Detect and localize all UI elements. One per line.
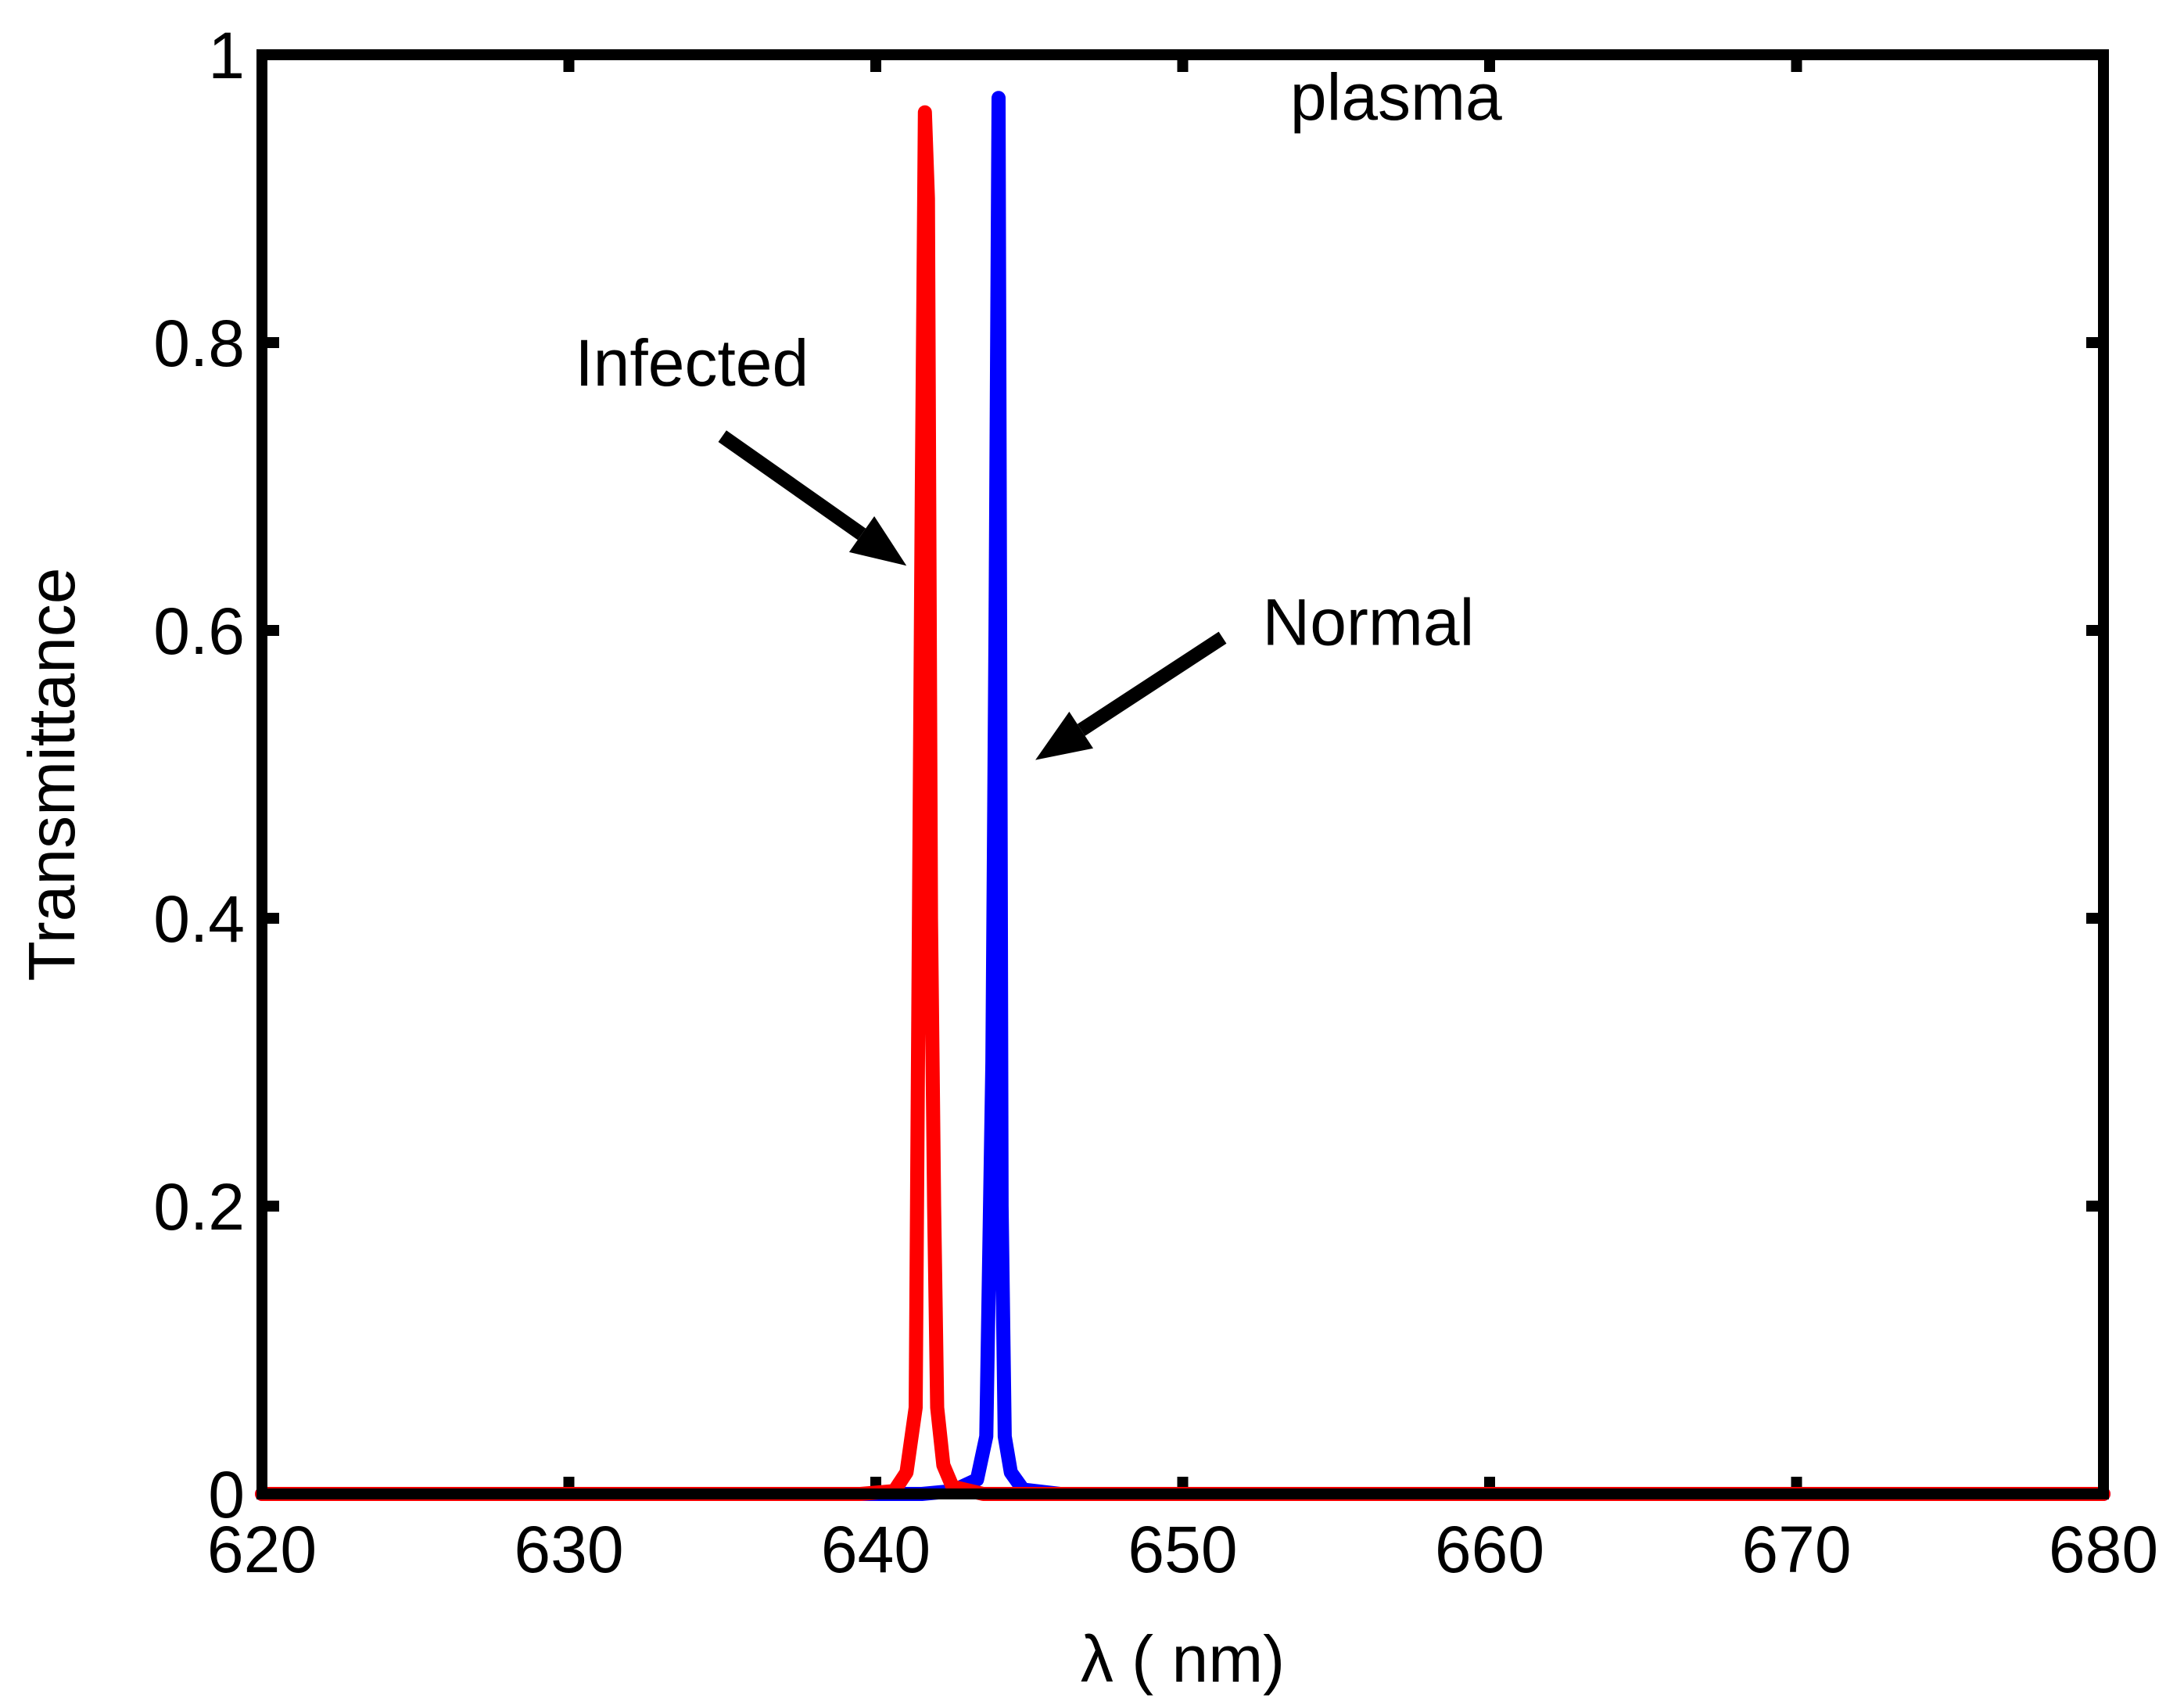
y-tick-label: 1	[208, 19, 245, 92]
annotation-plasma: plasma	[1290, 60, 1502, 134]
annotation-infected: Infected	[575, 326, 809, 400]
annotation-normal: Normal	[1263, 585, 1475, 659]
x-axis-label: λ ( nm)	[1081, 1622, 1285, 1696]
x-tick-label: 660	[1435, 1513, 1544, 1586]
y-tick-label: 0	[208, 1458, 245, 1531]
y-tick-label: 0.8	[153, 307, 245, 380]
x-tick-label: 650	[1128, 1513, 1237, 1586]
x-tick-label: 630	[514, 1513, 623, 1586]
chart: 620 630 640 650 660 670 680 00.20.40.60.81 pla…	[0, 0, 2184, 1702]
y-tick-label: 0.6	[153, 594, 245, 668]
y-axis-label: Transmittance	[15, 567, 88, 981]
y-tick-label: 0.4	[153, 882, 245, 956]
x-tick-label: 640	[821, 1513, 931, 1586]
y-tick-label: 0.2	[153, 1170, 245, 1244]
x-tick-label: 670	[1741, 1513, 1851, 1586]
x-tick-label: 680	[2049, 1513, 2158, 1586]
